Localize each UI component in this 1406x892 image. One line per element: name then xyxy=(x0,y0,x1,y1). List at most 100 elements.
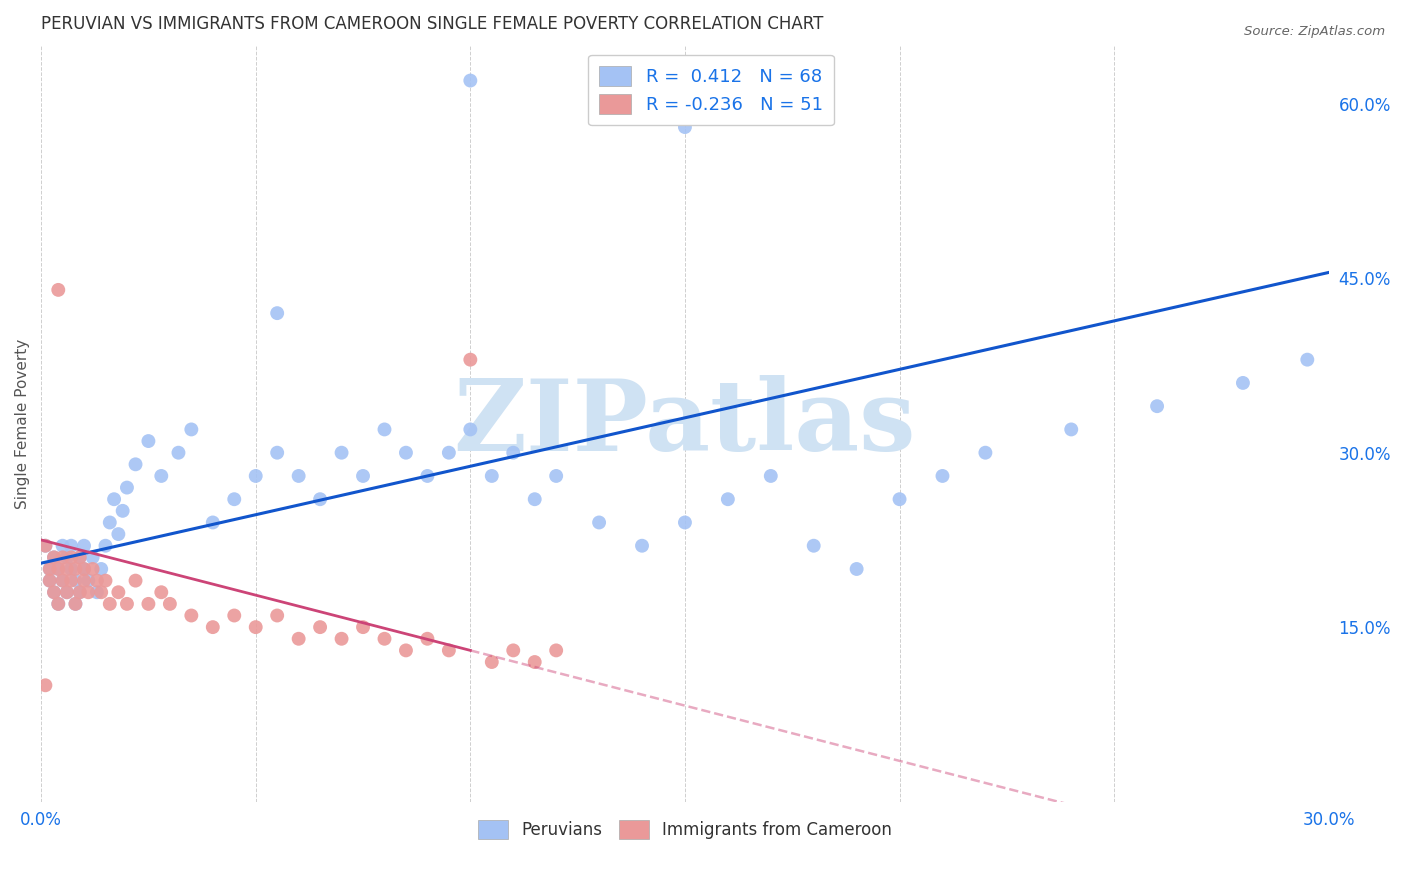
Point xyxy=(138,434,160,448)
Point xyxy=(124,458,146,472)
Point xyxy=(224,608,246,623)
Point xyxy=(60,574,83,588)
Point xyxy=(502,446,524,460)
Point xyxy=(38,574,60,588)
Point xyxy=(65,562,87,576)
Point xyxy=(309,492,332,507)
Point xyxy=(266,608,288,623)
Point xyxy=(224,492,246,507)
Point xyxy=(803,539,825,553)
Point xyxy=(416,632,439,646)
Point xyxy=(52,539,75,553)
Point xyxy=(546,469,568,483)
Point xyxy=(38,574,60,588)
Point xyxy=(69,585,91,599)
Point xyxy=(98,597,121,611)
Point xyxy=(352,620,374,634)
Point xyxy=(631,539,654,553)
Point xyxy=(65,597,87,611)
Point xyxy=(69,550,91,565)
Point xyxy=(1060,422,1083,436)
Point xyxy=(150,585,173,599)
Point xyxy=(82,562,104,576)
Point xyxy=(107,585,129,599)
Point xyxy=(115,597,138,611)
Point xyxy=(34,539,56,553)
Point xyxy=(460,422,482,436)
Point xyxy=(309,620,332,634)
Point xyxy=(546,643,568,657)
Point xyxy=(150,469,173,483)
Point xyxy=(717,492,740,507)
Point xyxy=(395,446,418,460)
Point xyxy=(65,597,87,611)
Point xyxy=(98,516,121,530)
Point xyxy=(94,539,117,553)
Point xyxy=(46,597,69,611)
Point xyxy=(34,678,56,692)
Point xyxy=(46,562,69,576)
Point xyxy=(69,585,91,599)
Point xyxy=(38,562,60,576)
Point xyxy=(481,469,503,483)
Point xyxy=(167,446,190,460)
Point xyxy=(90,585,112,599)
Point xyxy=(107,527,129,541)
Point xyxy=(481,655,503,669)
Point xyxy=(373,632,395,646)
Point xyxy=(287,469,309,483)
Point xyxy=(34,539,56,553)
Point xyxy=(56,585,79,599)
Point xyxy=(60,539,83,553)
Point xyxy=(52,574,75,588)
Point xyxy=(73,574,96,588)
Point xyxy=(523,655,546,669)
Point xyxy=(437,643,460,657)
Point xyxy=(673,516,696,530)
Point xyxy=(1232,376,1254,390)
Point xyxy=(523,492,546,507)
Point xyxy=(588,516,610,530)
Point xyxy=(395,643,418,657)
Point xyxy=(974,446,997,460)
Point xyxy=(42,550,65,565)
Point xyxy=(201,620,224,634)
Point xyxy=(115,481,138,495)
Point xyxy=(352,469,374,483)
Point xyxy=(52,550,75,565)
Point xyxy=(416,469,439,483)
Point xyxy=(60,550,83,565)
Point xyxy=(103,492,125,507)
Point xyxy=(502,643,524,657)
Point xyxy=(266,446,288,460)
Point xyxy=(159,597,181,611)
Point xyxy=(201,516,224,530)
Point xyxy=(52,574,75,588)
Point xyxy=(65,574,87,588)
Point xyxy=(42,585,65,599)
Point xyxy=(1296,352,1319,367)
Point xyxy=(73,562,96,576)
Point xyxy=(330,446,353,460)
Point xyxy=(69,550,91,565)
Point xyxy=(245,620,267,634)
Point xyxy=(845,562,868,576)
Point xyxy=(46,283,69,297)
Point xyxy=(86,574,108,588)
Point xyxy=(330,632,353,646)
Point xyxy=(287,632,309,646)
Point xyxy=(460,352,482,367)
Point xyxy=(38,562,60,576)
Point xyxy=(138,597,160,611)
Point xyxy=(60,562,83,576)
Point xyxy=(82,550,104,565)
Point xyxy=(86,585,108,599)
Legend: Peruvians, Immigrants from Cameroon: Peruvians, Immigrants from Cameroon xyxy=(471,814,898,847)
Point xyxy=(56,550,79,565)
Point xyxy=(56,585,79,599)
Point xyxy=(180,608,202,623)
Text: Source: ZipAtlas.com: Source: ZipAtlas.com xyxy=(1244,25,1385,38)
Point xyxy=(437,446,460,460)
Point xyxy=(77,574,100,588)
Point xyxy=(180,422,202,436)
